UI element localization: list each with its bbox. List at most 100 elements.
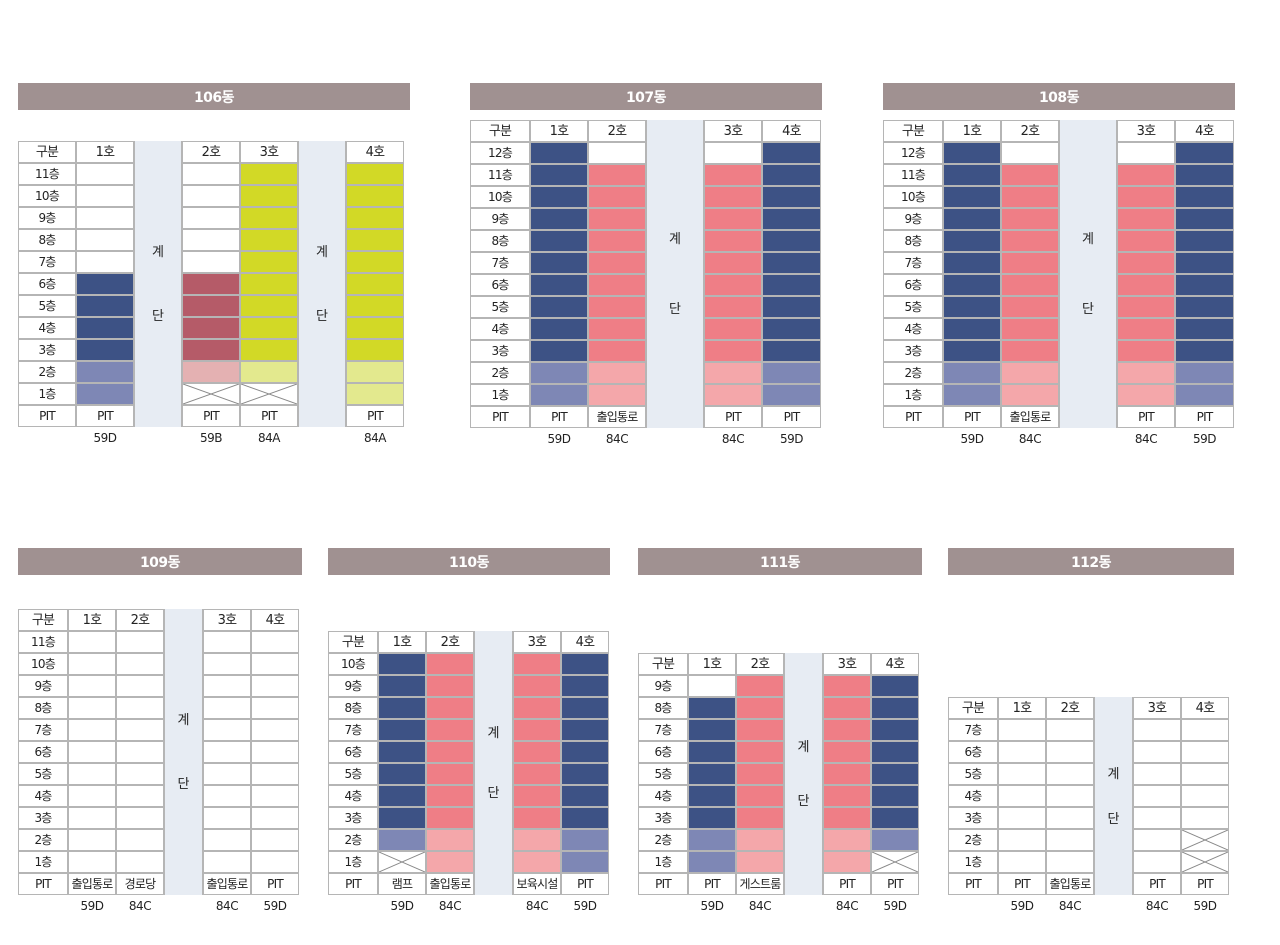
unit-floor-cell <box>1133 829 1181 851</box>
floor-label: 11층 <box>18 163 76 185</box>
unit-floor-fill <box>1175 296 1234 318</box>
unit-type-code: 59B <box>199 431 223 445</box>
unit-lower-floor-fill <box>378 829 426 851</box>
unit-floor-cell <box>1117 142 1175 164</box>
unit-floor-fill <box>704 186 762 208</box>
unit-floor-fill <box>530 186 588 208</box>
category-header: 구분 <box>18 609 68 631</box>
unit-floor-fill <box>704 318 762 340</box>
building-title: 107동 <box>470 83 822 110</box>
unit-floor-fill <box>704 274 762 296</box>
unit-pit-cell: PIT <box>561 873 609 895</box>
unit-floor-fill <box>736 763 784 785</box>
unit-floor-fill <box>736 741 784 763</box>
unit-lower-floor-fill <box>704 384 762 406</box>
unit-floor-fill <box>378 807 426 829</box>
unit-floor-fill <box>588 318 646 340</box>
unit-floor-fill <box>1175 230 1234 252</box>
category-header: 구분 <box>328 631 378 653</box>
unit-floor-cell <box>1046 851 1094 873</box>
unit-header: 1호 <box>378 631 426 653</box>
unit-floor-fill <box>762 186 821 208</box>
unit-floor-cell <box>251 675 299 697</box>
floor-label: 9층 <box>328 675 378 697</box>
floor-label: 4층 <box>18 317 76 339</box>
unit-floor-fill <box>1117 296 1175 318</box>
unit-lower-floor-fill <box>736 851 784 873</box>
floor-label: 1층 <box>470 384 530 406</box>
unit-floor-fill <box>823 675 871 697</box>
unit-type-code: 59D <box>1010 899 1034 913</box>
unit-floor-cell <box>68 653 116 675</box>
unit-lower-floor-fill <box>1175 384 1234 406</box>
unit-floor-fill <box>588 186 646 208</box>
building-title: 109동 <box>18 548 302 575</box>
unit-pit-cell: 램프 <box>378 873 426 895</box>
unit-header: 3호 <box>240 141 298 163</box>
unit-floor-cell <box>116 653 164 675</box>
unit-floor-cell <box>251 653 299 675</box>
unit-header: 2호 <box>116 609 164 631</box>
unit-type-code: 59D <box>1192 432 1217 446</box>
unit-floor-fill <box>704 296 762 318</box>
unit-floor-fill <box>588 208 646 230</box>
unit-floor-cell <box>203 741 251 763</box>
unit-floor-cell <box>1181 719 1229 741</box>
empty-x-cell <box>1181 851 1229 873</box>
unit-header: 2호 <box>1046 697 1094 719</box>
unit-floor-fill <box>762 230 821 252</box>
category-header: 구분 <box>470 120 530 142</box>
unit-floor-fill <box>346 273 404 295</box>
floor-label: 2층 <box>18 361 76 383</box>
unit-floor-cell <box>203 697 251 719</box>
unit-floor-fill <box>561 653 609 675</box>
unit-floor-fill <box>426 785 474 807</box>
unit-floor-cell <box>1181 763 1229 785</box>
unit-floor-cell <box>251 785 299 807</box>
x-mark-icon <box>872 852 918 872</box>
unit-floor-fill <box>823 719 871 741</box>
unit-floor-fill <box>561 807 609 829</box>
unit-type-code: 59D <box>1193 899 1217 913</box>
unit-floor-fill <box>736 675 784 697</box>
floor-label: 5층 <box>638 763 688 785</box>
unit-floor-fill <box>1117 164 1175 186</box>
unit-floor-fill <box>561 785 609 807</box>
unit-floor-fill <box>736 785 784 807</box>
unit-lower-floor-fill <box>736 829 784 851</box>
floor-label: 9층 <box>638 675 688 697</box>
floor-label: 3층 <box>638 807 688 829</box>
unit-type-code: 84C <box>438 899 462 913</box>
floor-label: 8층 <box>18 229 76 251</box>
unit-floor-fill <box>561 675 609 697</box>
building-title: 106동 <box>18 83 410 110</box>
unit-floor-fill <box>1001 208 1059 230</box>
unit-floor-fill <box>561 741 609 763</box>
unit-floor-cell <box>251 719 299 741</box>
unit-floor-fill <box>426 763 474 785</box>
unit-floor-cell <box>68 829 116 851</box>
unit-lower-floor-fill <box>871 829 919 851</box>
empty-x-cell <box>378 851 426 873</box>
unit-floor-fill <box>561 719 609 741</box>
unit-floor-fill <box>1001 340 1059 362</box>
unit-floor-fill <box>346 207 404 229</box>
x-mark-icon <box>1182 852 1228 872</box>
unit-lower-floor-fill <box>513 829 561 851</box>
unit-floor-fill <box>513 807 561 829</box>
unit-floor-fill <box>736 719 784 741</box>
unit-pit-cell: 출입통로 <box>588 406 646 428</box>
unit-floor-cell <box>251 697 299 719</box>
building-title: 108동 <box>883 83 1235 110</box>
unit-floor-cell <box>1046 785 1094 807</box>
unit-floor-fill <box>240 229 298 251</box>
unit-floor-cell <box>1181 785 1229 807</box>
unit-floor-fill <box>513 719 561 741</box>
floor-label: 4층 <box>883 318 943 340</box>
unit-lower-floor-fill <box>1117 362 1175 384</box>
unit-floor-fill <box>513 741 561 763</box>
category-header: 구분 <box>638 653 688 675</box>
unit-floor-fill <box>378 785 426 807</box>
unit-type-code: 59D <box>547 432 571 446</box>
